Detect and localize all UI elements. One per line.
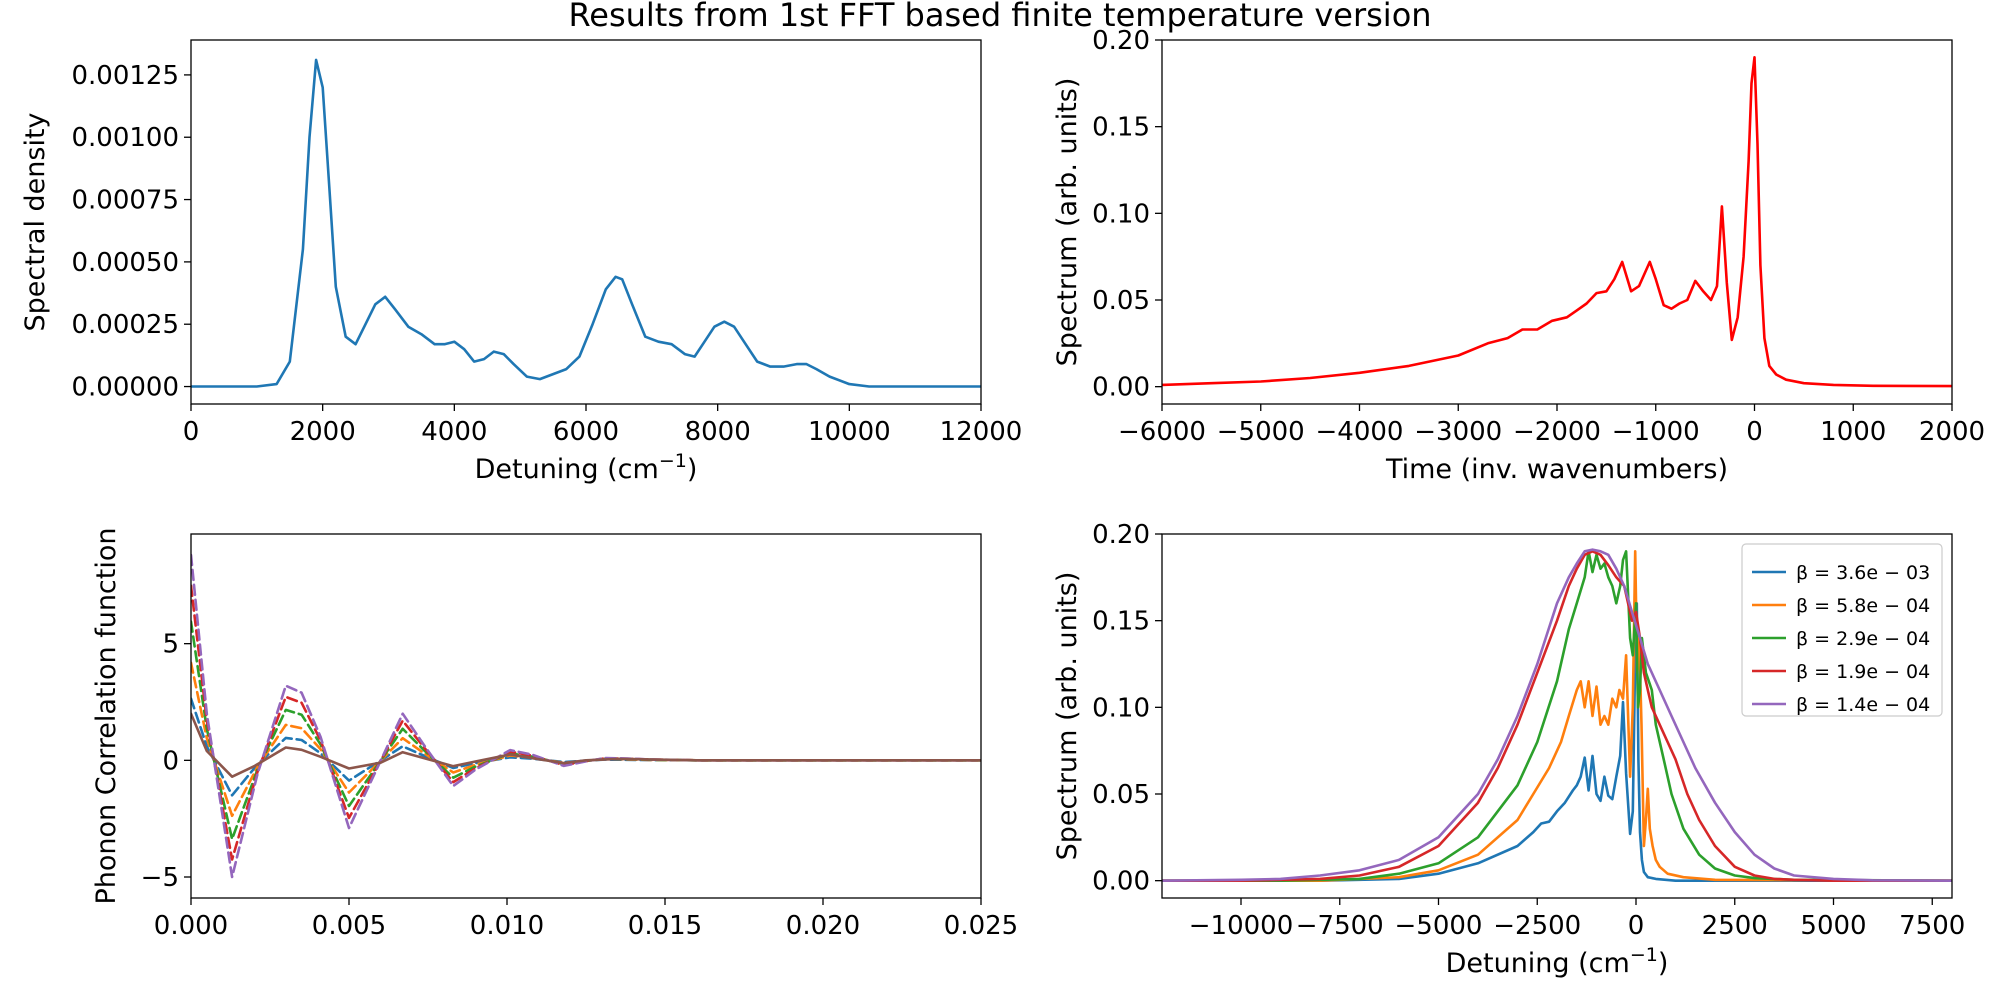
time-spectrum-xtick-label: −4000 [1316, 417, 1404, 447]
time-spectrum-xtick-label: 0 [1746, 417, 1763, 447]
detuning-spectrum-axes-frame [1161, 533, 1953, 899]
phonon-correlation-series-line-2 [191, 620, 981, 841]
detuning-spectrum-ytick-label: 0.05 [1092, 780, 1150, 810]
phonon-correlation-xtick-label: 0.015 [628, 911, 702, 941]
spectral-density-ytick-label: 0.00100 [71, 123, 179, 153]
time-spectrum-xtick-label: 1000 [1820, 417, 1886, 447]
detuning-spectrum-ytick-label: 0.15 [1092, 607, 1150, 637]
phonon-correlation-xtick-label: 0.000 [154, 911, 228, 941]
detuning-spectrum-ytick-label: 0.00 [1092, 867, 1150, 897]
detuning-spectrum-ylabel: Spectrum (arb. units) [1052, 572, 1083, 861]
spectral-density-xtick-label: 0 [183, 417, 200, 447]
phonon-correlation-xtick-label: 0.010 [470, 911, 544, 941]
detuning-spectrum-xtick-label: −5000 [1395, 911, 1483, 941]
phonon-correlation-xtick-label: 0.020 [786, 911, 860, 941]
time-spectrum-xtick-label: −2000 [1513, 417, 1601, 447]
spectral-density-xtick-label: 10000 [808, 417, 891, 447]
phonon-correlation-ytick-label: 5 [162, 630, 179, 660]
detuning-spectrum-xtick-label: 7500 [1899, 911, 1965, 941]
legend-entry-2: β = 2.9e − 04 [1796, 628, 1930, 650]
spectral-density-ytick-label: 0.00125 [71, 61, 179, 91]
spectral-density-ylabel: Spectral density [20, 112, 51, 331]
detuning-spectrum-xtick-label: 2500 [1702, 911, 1768, 941]
spectral-density-ytick-label: 0.00000 [71, 373, 179, 403]
legend-box [1741, 543, 1943, 717]
spectral-density-axes-frame [190, 39, 982, 405]
phonon-correlation-axes-frame [190, 533, 982, 899]
detuning-spectrum-ytick-label: 0.20 [1092, 520, 1150, 550]
time-spectrum-xtick-label: 2000 [1919, 417, 1985, 447]
detuning-spectrum-series-line-2 [1162, 550, 1952, 882]
time-spectrum-ytick-label: 0.20 [1092, 26, 1150, 56]
time-spectrum-xtick-label: −5000 [1217, 417, 1305, 447]
phonon-correlation-ytick-label: −5 [141, 863, 179, 893]
time-spectrum-series-group [1162, 56, 1952, 388]
time-spectrum-axes-frame [1161, 39, 1953, 405]
phonon-correlation-xtick-label: 0.025 [944, 911, 1018, 941]
detuning-spectrum-xtick-label: 0 [1628, 911, 1645, 941]
detuning-spectrum-series-line-0 [1162, 602, 1952, 882]
detuning-spectrum-xtick-label: −10000 [1189, 911, 1294, 941]
phonon-correlation-panel: 0.000 0.005 0.010 0.015 0.020 0.025 −5 0 5 Phonon… [91, 528, 1018, 942]
time-spectrum-xtick-label: −6000 [1118, 417, 1206, 447]
figure-title: Results from 1st FFT based finite temper… [568, 0, 1432, 34]
spectral-density-panel: 0 2000 4000 6000 8000 10000 12000 0.00000 0.0002… [20, 39, 1023, 485]
spectral-density-xlabel: Detuning (cm−1) [475, 450, 698, 485]
time-spectrum-series-line-0 [1162, 56, 1952, 388]
phonon-correlation-xtick-label: 0.005 [312, 911, 386, 941]
time-spectrum-ytick-label: 0.15 [1092, 113, 1150, 143]
spectral-density-xtick-label: 4000 [421, 417, 487, 447]
phonon-correlation-ytick-label: 0 [162, 746, 179, 776]
spectral-density-xtick-label: 12000 [940, 417, 1023, 447]
phonon-correlation-series-group [191, 553, 981, 879]
detuning-spectrum-ytick-label: 0.10 [1092, 693, 1150, 723]
spectral-density-xtick-label: 2000 [290, 417, 356, 447]
detuning-spectrum-xtick-label: −7500 [1296, 911, 1384, 941]
detuning-spectrum-panel: −10000 −7500 −5000 −2500 0 2500 5000 7500 0.00 0.… [1052, 520, 1965, 979]
time-spectrum-panel: −6000 −5000 −4000 −3000 −2000 −1000 0 1000 2000 0… [1052, 26, 1985, 485]
spectral-density-xtick-label: 8000 [685, 417, 751, 447]
time-spectrum-ytick-label: 0.10 [1092, 199, 1150, 229]
spectral-density-ytick-label: 0.00025 [71, 310, 179, 340]
legend-entry-0: β = 3.6e − 03 [1796, 562, 1930, 584]
phonon-correlation-series-line-3 [191, 584, 981, 861]
time-spectrum-ylabel: Spectrum (arb. units) [1052, 78, 1083, 367]
detuning-spectrum-xtick-label: 5000 [1800, 911, 1866, 941]
detuning-spectrum-xlabel: Detuning (cm−1) [1446, 944, 1669, 979]
detuning-spectrum-series-line-1 [1162, 550, 1952, 882]
spectral-density-series-group [191, 58, 981, 388]
detuning-spectrum-series-line-4 [1162, 548, 1952, 882]
spectral-density-ytick-label: 0.00075 [71, 186, 179, 216]
legend-entry-3: β = 1.9e − 04 [1796, 661, 1930, 683]
legend-entry-1: β = 5.8e − 04 [1796, 595, 1930, 617]
spectral-density-ytick-label: 0.00050 [71, 248, 179, 278]
phonon-correlation-series-line-1 [191, 661, 981, 818]
time-spectrum-xtick-label: −3000 [1414, 417, 1502, 447]
detuning-spectrum-legend: β = 3.6e − 03 β = 5.8e − 04 β = 2.9e − 04 β… [1741, 543, 1943, 717]
spectral-density-xtick-label: 6000 [553, 417, 619, 447]
legend-entry-4: β = 1.4e − 04 [1796, 694, 1930, 716]
time-spectrum-xlabel: Time (inv. wavenumbers) [1385, 454, 1728, 485]
phonon-correlation-series-line-5 [191, 712, 981, 778]
time-spectrum-ytick-label: 0.00 [1092, 373, 1150, 403]
spectral-density-series-line-0 [191, 58, 981, 388]
time-spectrum-ytick-label: 0.05 [1092, 286, 1150, 316]
detuning-spectrum-series-group [1162, 548, 1952, 882]
time-spectrum-xtick-label: −1000 [1612, 417, 1700, 447]
phonon-correlation-ylabel: Phonon Correlation function [91, 528, 122, 905]
detuning-spectrum-xtick-label: −2500 [1493, 911, 1581, 941]
